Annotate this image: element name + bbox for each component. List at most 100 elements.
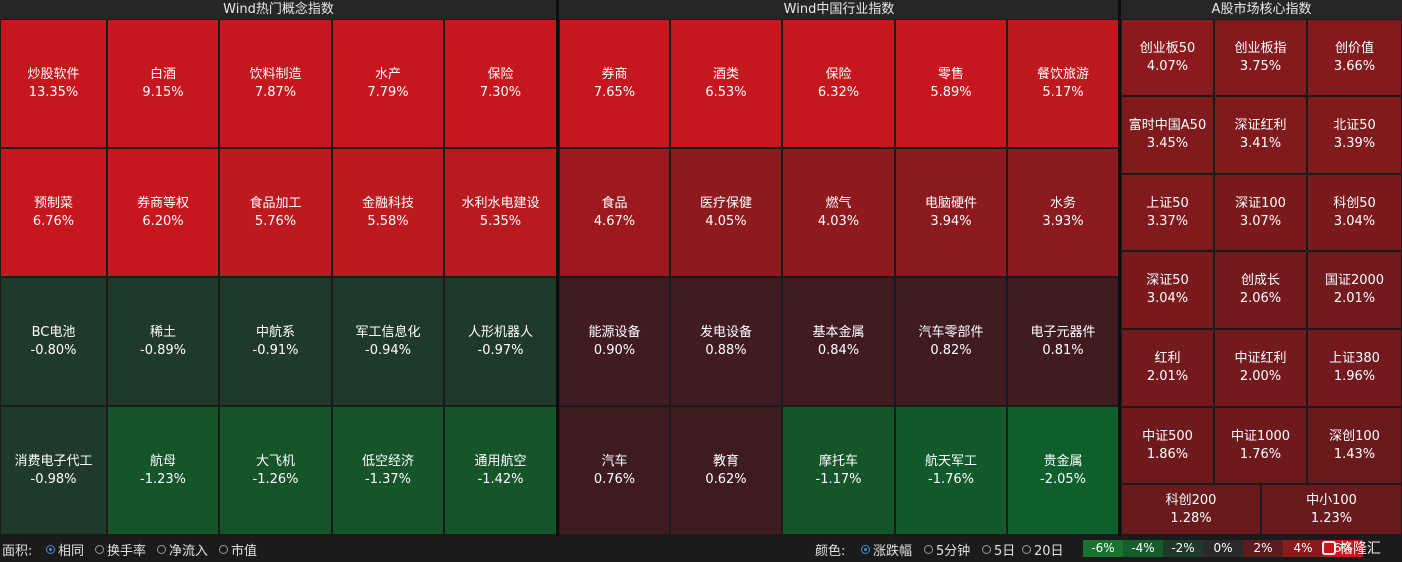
heatmap-tile[interactable]: 券商 7.65% [559, 19, 670, 148]
heatmap-tile[interactable]: 中证红利 2.00% [1214, 329, 1307, 407]
heatmap-tile[interactable]: 教育 0.62% [670, 406, 782, 535]
heatmap-tile[interactable]: 水利水电建设 5.35% [444, 148, 557, 277]
tile-name: 券商等权 [136, 195, 189, 211]
heatmap-tile[interactable]: 金融科技 5.58% [332, 148, 444, 277]
heatmap-tile[interactable]: 稀土 -0.89% [107, 277, 219, 406]
heatmap-tile[interactable]: 保险 6.32% [782, 19, 895, 148]
heatmap-tile[interactable]: 汽车 0.76% [559, 406, 670, 535]
tile-name: 航天军工 [924, 453, 977, 469]
heatmap-tile[interactable]: 摩托车 -1.17% [782, 406, 895, 535]
heatmap-tile[interactable]: 炒股软件 13.35% [0, 19, 107, 148]
tile-change: 4.07% [1146, 58, 1189, 74]
tile-name: 中证1000 [1230, 428, 1291, 444]
heatmap-tile[interactable]: 低空经济 -1.37% [332, 406, 444, 535]
heatmap-tile[interactable]: 红利 2.01% [1121, 329, 1214, 407]
heatmap-tile[interactable]: 中小100 1.23% [1261, 484, 1402, 535]
area-option-netinflow[interactable]: 净流入 [157, 536, 208, 562]
heatmap-tile[interactable]: 上证380 1.96% [1307, 329, 1402, 407]
radio-icon [982, 544, 991, 554]
heatmap-tile[interactable]: 食品加工 5.76% [219, 148, 332, 277]
tile-name: 医疗保健 [699, 195, 752, 211]
tile-name: 上证50 [1146, 195, 1189, 211]
heatmap-tile[interactable]: 北证50 3.39% [1307, 96, 1402, 174]
heatmap-tile[interactable]: 深证50 3.04% [1121, 251, 1214, 329]
area-label: 面积: [2, 543, 33, 559]
heatmap-tile[interactable]: 水产 7.79% [332, 19, 444, 148]
color-option-5min[interactable]: 5分钟 [924, 536, 970, 562]
heatmap-tile[interactable]: 深证100 3.07% [1214, 174, 1307, 251]
area-option-same[interactable]: 相同 [46, 536, 84, 562]
tile-name: 红利 [1154, 351, 1181, 366]
heatmap-tile[interactable]: 深创100 1.43% [1307, 407, 1402, 484]
heatmap-tile[interactable]: 水务 3.93% [1007, 148, 1119, 277]
tile-change: 1.28% [1170, 510, 1212, 526]
tile-name: 汽车 [601, 453, 628, 469]
heatmap-tile[interactable]: 航母 -1.23% [107, 406, 219, 535]
area-option-turnover[interactable]: 换手率 [95, 536, 146, 562]
tile-name: 水产 [374, 66, 401, 82]
legend-swatch: 2% [1243, 540, 1283, 557]
tile-change: 2.01% [1146, 369, 1189, 384]
heatmap-tile[interactable]: 航天军工 -1.76% [895, 406, 1007, 535]
watermark-logo-icon [1322, 541, 1336, 555]
color-option-20day[interactable]: 20日 [1022, 536, 1064, 562]
heatmap-tile[interactable]: 军工信息化 -0.94% [332, 277, 444, 406]
heatmap-tile[interactable]: 券商等权 6.20% [107, 148, 219, 277]
heatmap-tile[interactable]: 保险 7.30% [444, 19, 557, 148]
tile-name: 保险 [487, 66, 514, 82]
heatmap-tile[interactable]: 饮料制造 7.87% [219, 19, 332, 148]
heatmap-tile[interactable]: 餐饮旅游 5.17% [1007, 19, 1119, 148]
panel-divider [556, 0, 559, 536]
panel-title: Wind中国行业指数 [559, 0, 1119, 19]
heatmap-tile[interactable]: 预制菜 6.76% [0, 148, 107, 277]
color-option-5day[interactable]: 5日 [982, 536, 1015, 562]
heatmap-tile[interactable]: 医疗保健 4.05% [670, 148, 782, 277]
heatmap-tile[interactable]: 贵金属 -2.05% [1007, 406, 1119, 535]
heatmap-tile[interactable]: 创价值 3.66% [1307, 19, 1402, 96]
heatmap-tile[interactable]: 白酒 9.15% [107, 19, 219, 148]
tile-name: 摩托车 [818, 453, 858, 469]
heatmap-tile[interactable]: 基本金属 0.84% [782, 277, 895, 406]
heatmap-tile[interactable]: 科创200 1.28% [1121, 484, 1261, 535]
heatmap-tile[interactable]: 消费电子代工 -0.98% [0, 406, 107, 535]
tile-name: 深证红利 [1234, 118, 1287, 133]
tile-name: 教育 [712, 453, 739, 469]
heatmap-tile[interactable]: 人形机器人 -0.97% [444, 277, 557, 406]
heatmap-tile[interactable]: 上证50 3.37% [1121, 174, 1214, 251]
watermark: 格隆汇 [1322, 537, 1400, 559]
heatmap-tile[interactable]: 中证500 1.86% [1121, 407, 1214, 484]
heatmap-tile[interactable]: 能源设备 0.90% [559, 277, 670, 406]
heatmap-tile[interactable]: 零售 5.89% [895, 19, 1007, 148]
radio-icon [157, 544, 166, 554]
tile-name: BC电池 [31, 324, 76, 340]
heatmap-tile[interactable]: 富时中国A50 3.45% [1121, 96, 1214, 174]
heatmap-tile[interactable]: 酒类 6.53% [670, 19, 782, 148]
heatmap-tile[interactable]: BC电池 -0.80% [0, 277, 107, 406]
heatmap-tile[interactable]: 电子元器件 0.81% [1007, 277, 1119, 406]
heatmap-tile[interactable]: 燃气 4.03% [782, 148, 895, 277]
heatmap-tile[interactable]: 食品 4.67% [559, 148, 670, 277]
area-option-marketcap[interactable]: 市值 [219, 536, 257, 562]
heatmap-tile[interactable]: 电脑硬件 3.94% [895, 148, 1007, 277]
tile-name: 深证100 [1235, 195, 1286, 211]
heatmap-tile[interactable]: 创业板指 3.75% [1214, 19, 1307, 96]
heatmap-tile[interactable]: 科创50 3.04% [1307, 174, 1402, 251]
heatmap-tile[interactable]: 深证红利 3.41% [1214, 96, 1307, 174]
tile-change: 2.01% [1333, 291, 1376, 306]
tile-change: -2.05% [1040, 471, 1086, 487]
panel-title: Wind热门概念指数 [0, 0, 557, 19]
heatmap-tile[interactable]: 创业板50 4.07% [1121, 19, 1214, 96]
color-option-change[interactable]: 涨跌幅 [861, 536, 912, 562]
tile-change: -1.26% [252, 471, 299, 487]
heatmap-tile[interactable]: 大飞机 -1.26% [219, 406, 332, 535]
heatmap-tile[interactable]: 创成长 2.06% [1214, 251, 1307, 329]
tile-change: 6.53% [705, 84, 747, 100]
heatmap-tile[interactable]: 汽车零部件 0.82% [895, 277, 1007, 406]
heatmap-tile[interactable]: 通用航空 -1.42% [444, 406, 557, 535]
heatmap-tile[interactable]: 中证1000 1.76% [1214, 407, 1307, 484]
heatmap-tile[interactable]: 发电设备 0.88% [670, 277, 782, 406]
heatmap-tile[interactable]: 中航系 -0.91% [219, 277, 332, 406]
tile-name: 富时中国A50 [1128, 118, 1207, 133]
heatmap-tile[interactable]: 国证2000 2.01% [1307, 251, 1402, 329]
tile-name: 水利水电建设 [461, 195, 540, 211]
